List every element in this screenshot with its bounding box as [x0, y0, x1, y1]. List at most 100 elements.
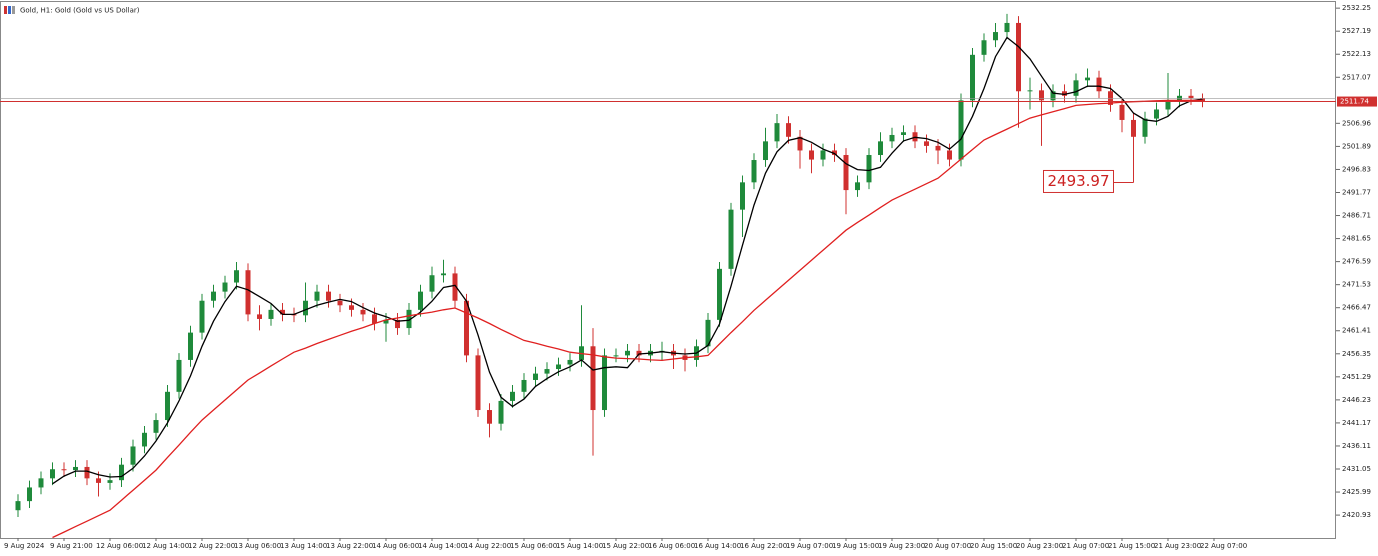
- y-tick-label: 2496.83: [1342, 165, 1371, 173]
- y-tick-label: 2425.99: [1342, 488, 1371, 496]
- symbol-icon: [4, 6, 15, 14]
- candle-body: [1119, 104, 1125, 120]
- y-tick-label: 2522.13: [1342, 50, 1371, 58]
- y-tick-label: 2420.93: [1342, 511, 1371, 519]
- candle-body: [349, 305, 354, 310]
- x-tick-label: 21 Aug 07:00: [1062, 542, 1109, 550]
- x-tick-label: 9 Aug 2024: [4, 542, 45, 550]
- candle-body: [1073, 80, 1079, 96]
- candle-body: [1142, 118, 1148, 137]
- candle-body: [222, 282, 228, 292]
- candle-body: [176, 359, 182, 392]
- y-tick-label: 2461.41: [1342, 327, 1371, 335]
- candle-body: [153, 420, 159, 433]
- candle-body: [199, 300, 205, 333]
- candle-body: [797, 136, 803, 151]
- price-label: 2511.74: [1340, 98, 1369, 106]
- x-tick-label: 12 Aug 22:00: [188, 542, 235, 550]
- candle-body: [50, 469, 55, 479]
- candle-body: [843, 155, 849, 191]
- plot-frame: [0, 1, 1336, 539]
- x-tick-label: 21 Aug 15:00: [1108, 542, 1155, 550]
- candle-body: [280, 309, 285, 315]
- candle-body: [855, 182, 860, 191]
- candle-body: [981, 40, 987, 55]
- candle-body: [993, 32, 998, 41]
- y-tick-label: 2446.23: [1342, 396, 1371, 404]
- candle-body: [119, 464, 124, 481]
- candle-body: [924, 141, 929, 146]
- candle-body: [188, 332, 193, 360]
- x-tick-label: 19 Aug 23:00: [878, 542, 925, 550]
- x-tick-label: 19 Aug 15:00: [832, 542, 879, 550]
- candle-body: [165, 391, 170, 421]
- y-tick-label: 2476.59: [1342, 258, 1371, 266]
- candle-body: [613, 355, 619, 357]
- candle-body: [1154, 109, 1159, 119]
- candle-body: [383, 319, 389, 324]
- candle-body: [360, 309, 366, 315]
- candle-body: [1050, 91, 1056, 101]
- candle-body: [73, 466, 78, 471]
- x-tick-label: 21 Aug 23:00: [1154, 542, 1201, 550]
- candle-body: [337, 300, 343, 306]
- y-tick-label: 2456.35: [1342, 350, 1371, 358]
- y-tick-label: 2517.07: [1342, 73, 1371, 81]
- candle-body: [774, 123, 780, 142]
- x-tick-label: 9 Aug 21:00: [50, 542, 93, 550]
- x-tick-label: 13 Aug 14:00: [280, 542, 327, 550]
- x-tick-label: 16 Aug 14:00: [694, 542, 741, 550]
- candle-body: [498, 400, 504, 424]
- candle-body: [510, 391, 515, 401]
- candle-body: [556, 364, 561, 370]
- candle-body: [947, 150, 952, 160]
- candle-body: [1165, 100, 1171, 110]
- candle-body: [1131, 119, 1136, 137]
- candle-body: [602, 355, 607, 411]
- candle-body: [866, 155, 872, 183]
- candle-body: [809, 150, 814, 160]
- candle-body: [705, 319, 711, 347]
- candle-body: [314, 291, 320, 301]
- candle-body: [84, 466, 90, 479]
- x-tick-label: 14 Aug 22:00: [464, 542, 511, 550]
- candle-body: [878, 141, 883, 156]
- candle-body: [372, 314, 377, 324]
- y-tick-label: 2501.89: [1342, 142, 1371, 150]
- x-tick-label: 20 Aug 23:00: [1016, 542, 1063, 550]
- candle-body: [728, 209, 734, 269]
- x-tick-label: 14 Aug 14:00: [418, 542, 465, 550]
- candle-body: [211, 291, 216, 301]
- candle-body: [452, 273, 458, 301]
- candle-body: [1016, 22, 1021, 92]
- candle-body: [130, 446, 136, 465]
- candle-body: [245, 270, 251, 315]
- candle-body: [96, 478, 101, 483]
- candle-body: [1096, 77, 1102, 92]
- candle-body: [763, 141, 768, 161]
- x-tick-label: 22 Aug 07:00: [1200, 542, 1247, 550]
- candle-body: [544, 369, 550, 374]
- x-tick-label: 14 Aug 06:00: [372, 542, 419, 550]
- candle-body: [1177, 95, 1182, 101]
- candle-body: [717, 268, 722, 320]
- x-tick-label: 20 Aug 07:00: [924, 542, 971, 550]
- y-tick-label: 2466.47: [1342, 304, 1371, 312]
- x-tick-label: 15 Aug 06:00: [510, 542, 557, 550]
- candle-body: [970, 54, 975, 101]
- candle-body: [521, 379, 527, 392]
- x-tick-label: 13 Aug 06:00: [234, 542, 281, 550]
- candle-body: [257, 314, 262, 319]
- candle-body: [406, 309, 412, 329]
- candle-body: [1062, 91, 1067, 96]
- candle-body: [1188, 95, 1194, 99]
- candle-body: [142, 432, 147, 447]
- candle-body: [268, 309, 274, 319]
- candle-body: [1027, 90, 1033, 92]
- y-tick-label: 2451.29: [1342, 373, 1371, 381]
- y-tick-label: 2506.96: [1342, 119, 1371, 127]
- candle-body: [429, 275, 435, 292]
- candle-body: [418, 291, 423, 310]
- x-tick-label: 15 Aug 22:00: [602, 542, 649, 550]
- candle-body: [107, 480, 113, 483]
